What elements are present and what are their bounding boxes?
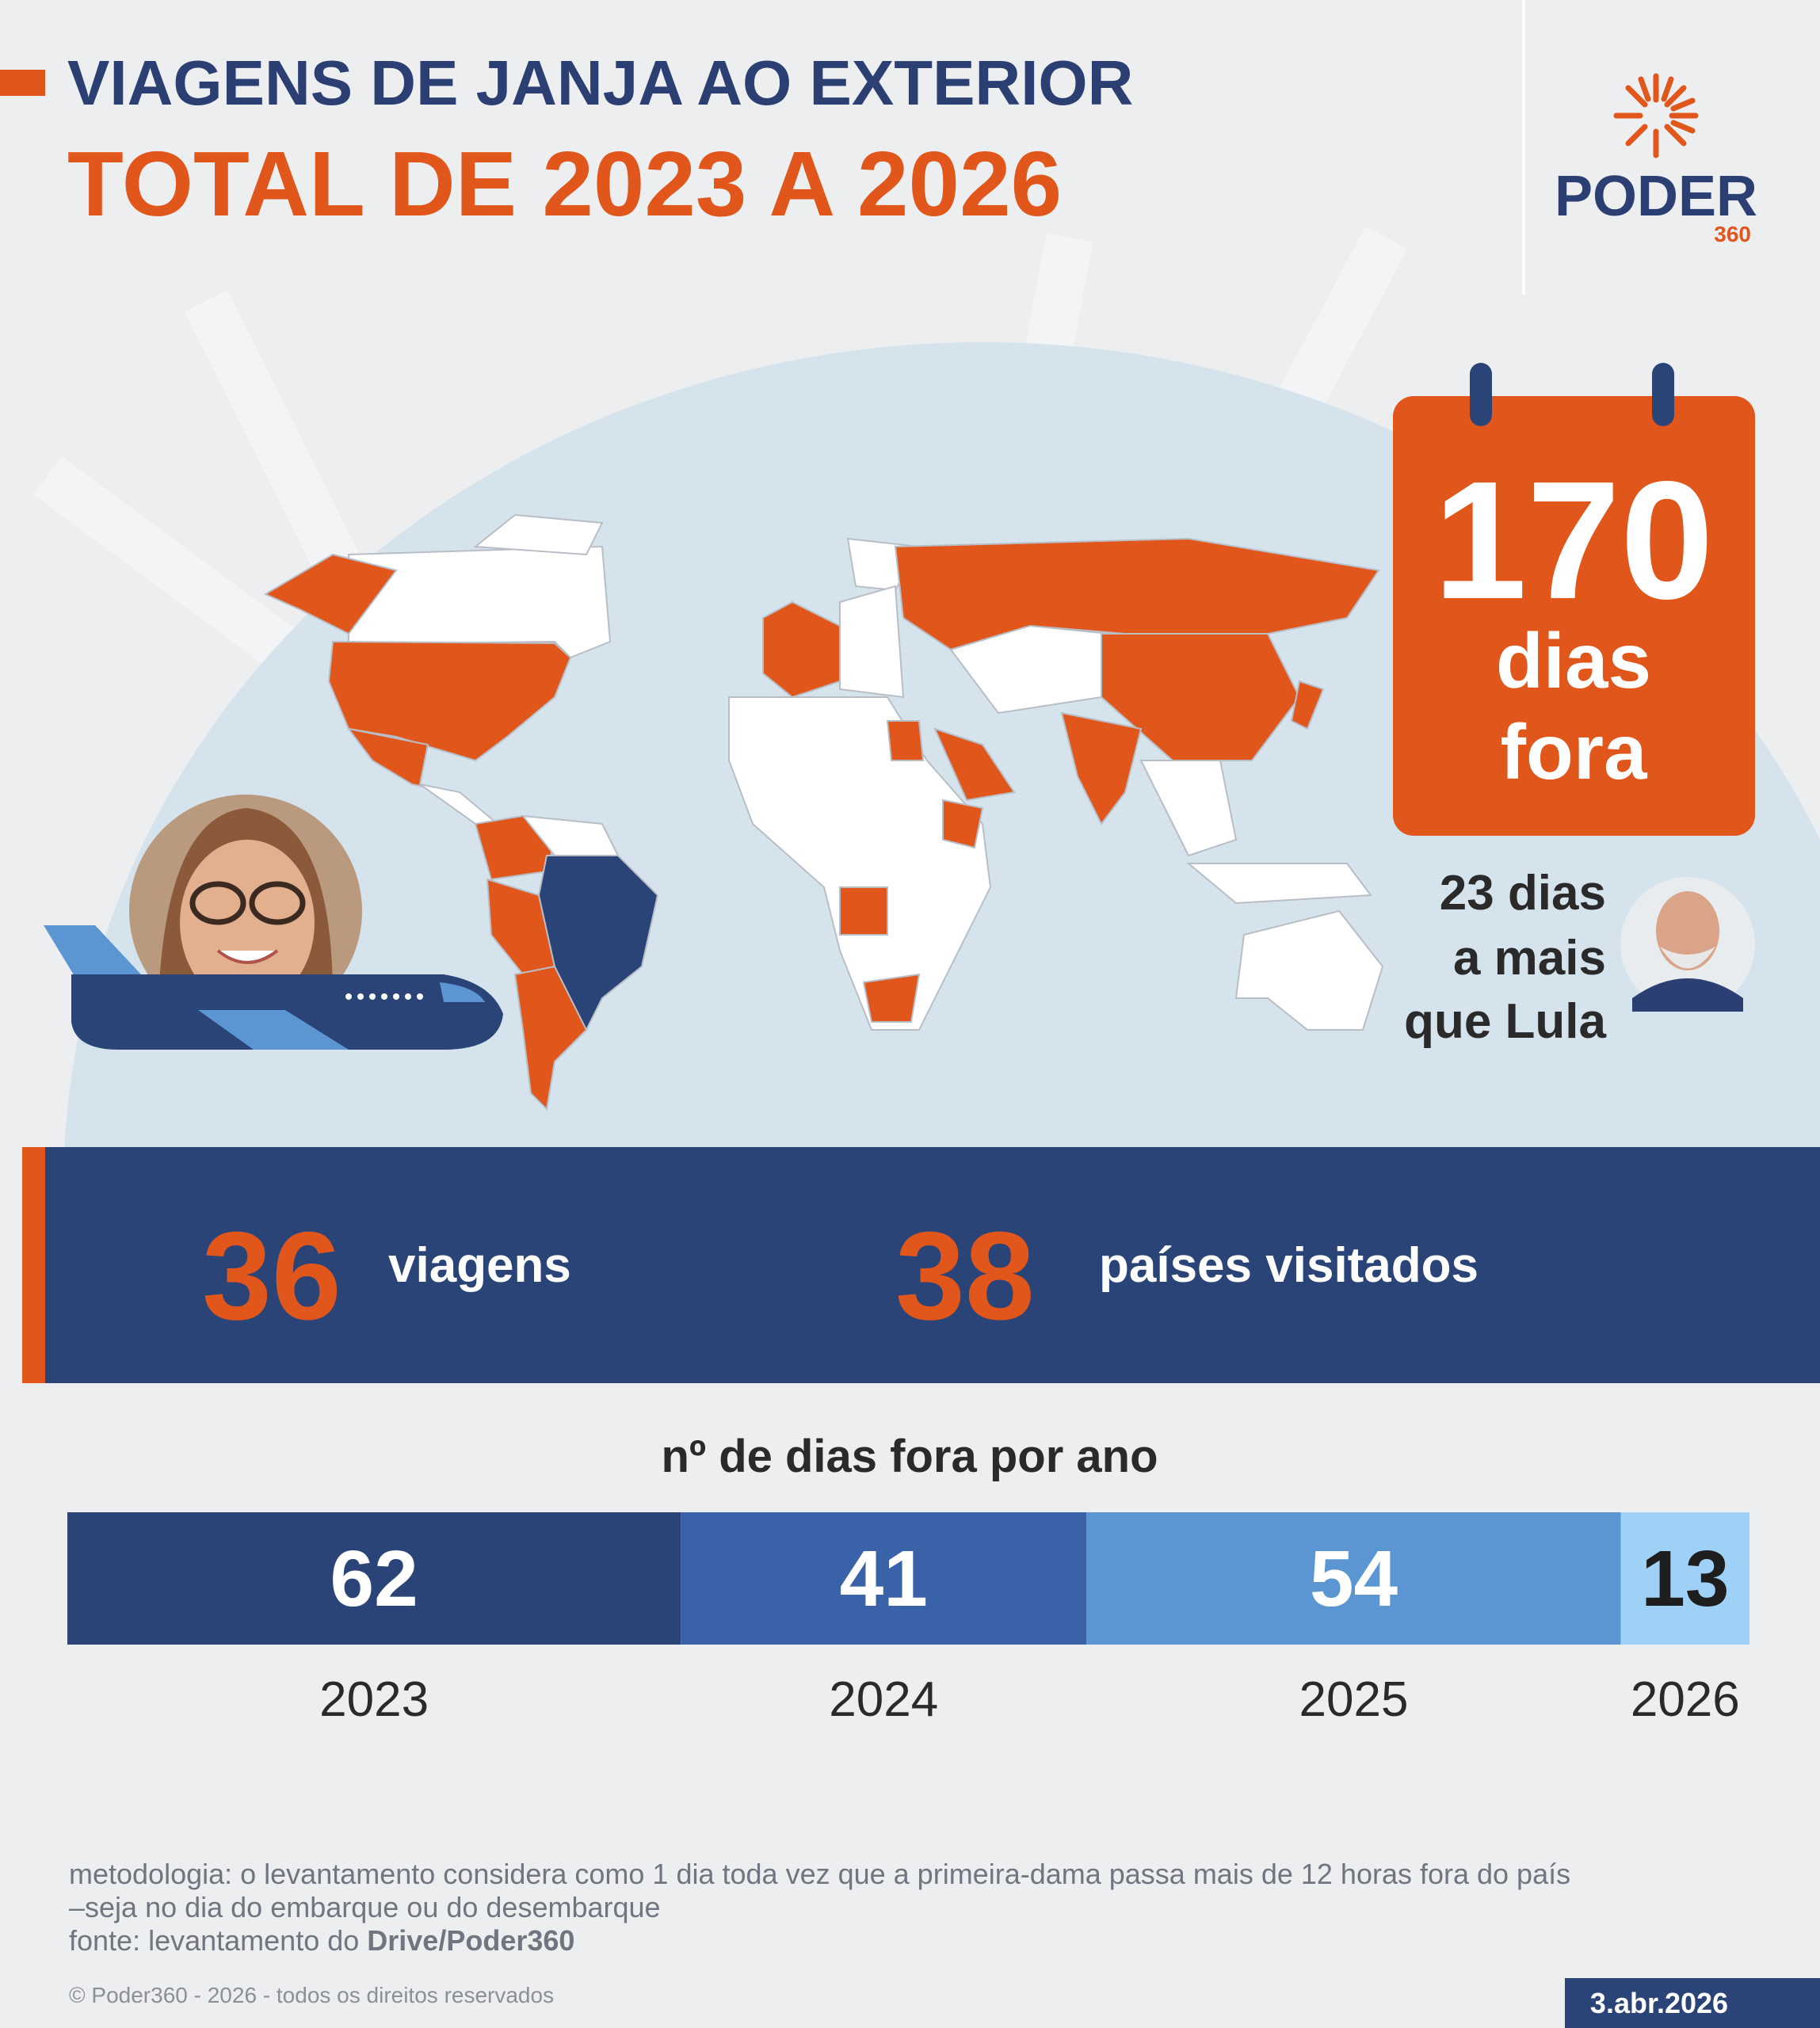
airplane — [44, 925, 503, 1050]
china — [1101, 633, 1301, 761]
logo-name: PODER — [1555, 165, 1757, 228]
bar-segment — [1086, 1512, 1621, 1645]
highlight-line: fora — [1500, 708, 1648, 795]
indonesia — [1186, 863, 1372, 905]
saudi-arabia — [933, 727, 1016, 802]
category-label: 2024 — [829, 1672, 938, 1727]
subtitle: TOTAL DE 2023 A 2026 — [67, 132, 1062, 235]
janja-photo — [129, 795, 362, 1027]
banner-accent — [22, 1147, 45, 1383]
ethiopia — [942, 799, 984, 849]
logo-suffix: 360 — [1714, 222, 1751, 246]
stacked-bar-chart: 62 2023 41 2024 54 2025 13 2026 — [67, 1512, 1749, 1727]
southeast-asia — [1139, 760, 1238, 857]
date-box — [1565, 1978, 1820, 2028]
category-label: 2026 — [1631, 1672, 1740, 1727]
stat-label: viagens — [388, 1238, 571, 1293]
stat-value: 38 — [895, 1207, 1035, 1346]
date: 3.abr.2026 — [1590, 1987, 1728, 2019]
arctic-islands — [473, 513, 604, 556]
angola — [839, 886, 888, 936]
title: VIAGENS DE JANJA AO EXTERIOR — [67, 48, 1133, 118]
methodology: –seja no dia do embarque ou do desembarq… — [69, 1891, 661, 1923]
eastern-europe — [839, 585, 905, 699]
title-marker — [0, 70, 45, 96]
calendar-ring — [1652, 363, 1674, 426]
source-name: Drive/Poder360 — [367, 1924, 574, 1957]
comparison-line: 23 dias — [1440, 866, 1606, 921]
egypt — [886, 720, 925, 761]
calendar-body — [1393, 396, 1755, 836]
value-label: 13 — [1641, 1534, 1729, 1623]
stat-label: países visitados — [1099, 1238, 1479, 1293]
value-label: 41 — [840, 1534, 928, 1623]
argentina-chile — [513, 965, 588, 1111]
category-label: 2025 — [1299, 1672, 1409, 1727]
highlight-value: 170 — [1433, 446, 1714, 634]
value-label: 54 — [1310, 1534, 1398, 1623]
logo: PODER 360 — [1555, 73, 1757, 246]
bar-segment — [1620, 1512, 1749, 1645]
category-label: 2023 — [319, 1672, 429, 1727]
south-africa — [862, 973, 921, 1023]
japan — [1290, 680, 1325, 730]
world-map — [263, 513, 1384, 1111]
india — [1060, 711, 1143, 825]
comparison-line: a mais — [1453, 931, 1606, 985]
stats-banner — [22, 1147, 1820, 1383]
alaska — [263, 553, 398, 635]
comparison-line: que Lula — [1404, 994, 1606, 1049]
highlight-line: dias — [1496, 617, 1651, 704]
methodology: metodologia: o levantamento considera co… — [69, 1858, 1570, 1890]
stat-value: 36 — [202, 1207, 341, 1346]
calendar: 170 dias fora — [1393, 363, 1755, 836]
value-label: 62 — [330, 1534, 418, 1623]
usa — [327, 640, 572, 762]
bar-segment — [681, 1512, 1087, 1645]
canada — [348, 545, 612, 659]
bar-segment — [67, 1512, 681, 1645]
logo-sun — [1613, 73, 1699, 158]
africa — [728, 696, 992, 1031]
brazil — [537, 855, 659, 1031]
chart-title: nº de dias fora por ano — [661, 1431, 1158, 1482]
lula-photo — [1620, 877, 1755, 1012]
calendar-ring — [1470, 363, 1492, 426]
source-prefix: fonte: levantamento do — [69, 1924, 359, 1957]
australia — [1234, 909, 1384, 1031]
copyright: © Poder360 - 2026 - todos os direitos re… — [69, 1983, 554, 2007]
